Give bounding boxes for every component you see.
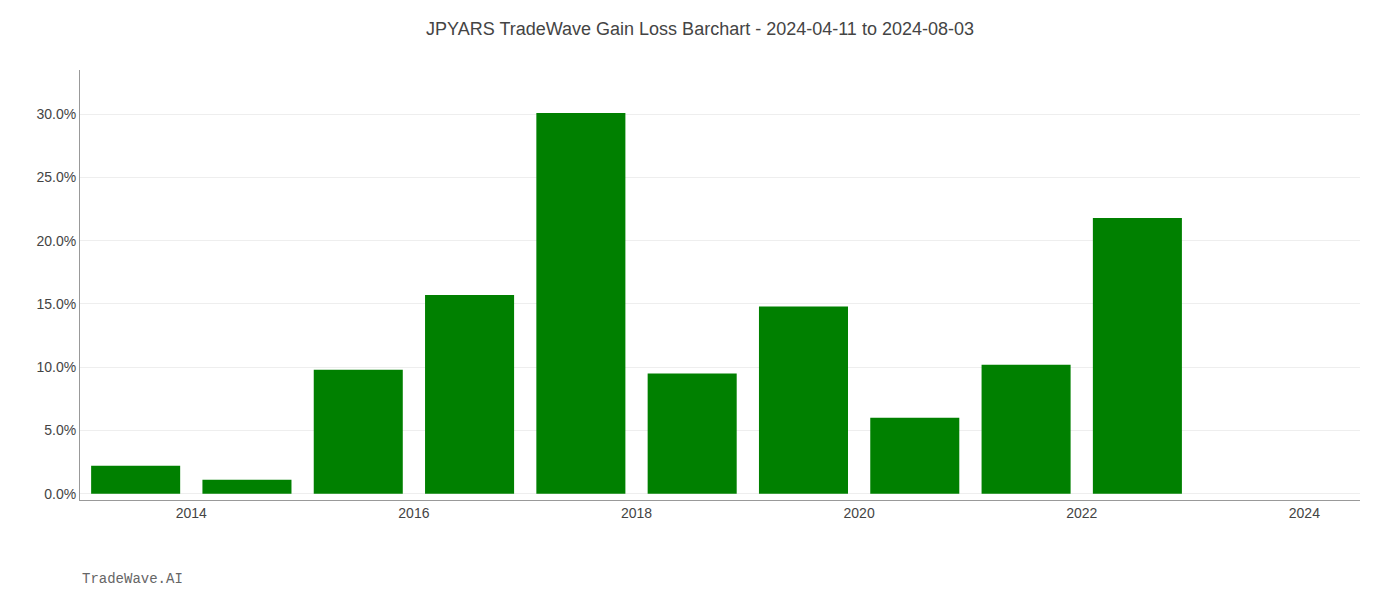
svg-text:TradeWave.AI: TradeWave.AI bbox=[82, 571, 183, 587]
svg-text:25.0%: 25.0% bbox=[36, 169, 76, 185]
svg-text:JPYARS TradeWave Gain Loss Bar: JPYARS TradeWave Gain Loss Barchart - 20… bbox=[426, 19, 974, 39]
svg-text:2018: 2018 bbox=[621, 505, 652, 521]
svg-text:2022: 2022 bbox=[1066, 505, 1097, 521]
svg-text:2016: 2016 bbox=[398, 505, 429, 521]
svg-text:2024: 2024 bbox=[1289, 505, 1320, 521]
svg-text:2014: 2014 bbox=[176, 505, 207, 521]
svg-text:2020: 2020 bbox=[844, 505, 875, 521]
svg-text:10.0%: 10.0% bbox=[36, 359, 76, 375]
svg-text:5.0%: 5.0% bbox=[44, 422, 76, 438]
svg-text:20.0%: 20.0% bbox=[36, 233, 76, 249]
svg-text:30.0%: 30.0% bbox=[36, 106, 76, 122]
svg-text:0.0%: 0.0% bbox=[44, 486, 76, 502]
svg-text:15.0%: 15.0% bbox=[36, 296, 76, 312]
